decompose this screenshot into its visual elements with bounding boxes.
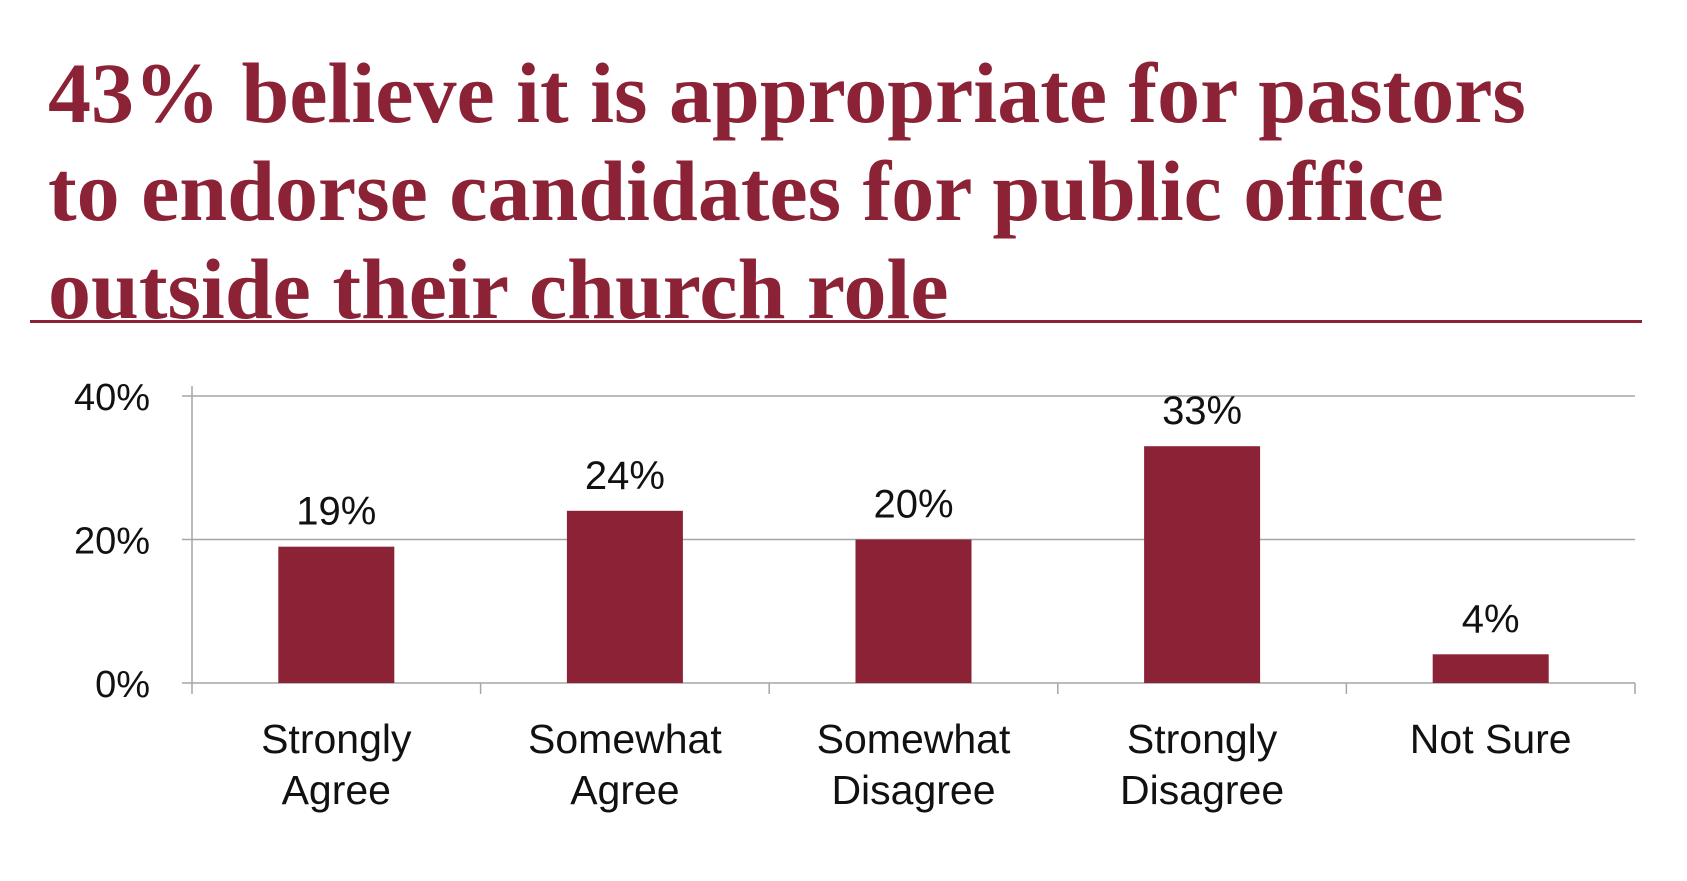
- bar: [1432, 654, 1549, 683]
- y-tick-label: 0%: [95, 664, 150, 706]
- bar: [566, 510, 683, 683]
- data-label: 4%: [1462, 597, 1520, 641]
- x-category-label: Somewhat: [817, 716, 1011, 762]
- y-tick-label: 40%: [74, 377, 150, 419]
- title-line-2: to endorse candidates for public office: [48, 143, 1444, 239]
- x-category-label: Somewhat: [528, 716, 722, 762]
- bar: [278, 546, 395, 683]
- x-category-label: Disagree: [1120, 767, 1284, 813]
- chart-title: 43% believe it is appropriate for pastor…: [48, 44, 1658, 338]
- x-category-label: Disagree: [831, 767, 995, 813]
- x-category-label: Not Sure: [1410, 716, 1572, 762]
- x-category-label: Strongly: [1127, 716, 1278, 762]
- data-label: 20%: [873, 483, 953, 527]
- title-line-1: 43% believe it is appropriate for pastor…: [48, 45, 1526, 141]
- x-category-label: Agree: [282, 767, 391, 813]
- data-label: 33%: [1162, 389, 1242, 433]
- bar: [1144, 446, 1261, 683]
- y-tick-label: 20%: [74, 521, 150, 563]
- data-label: 19%: [296, 490, 376, 534]
- title-divider: [30, 320, 1642, 323]
- x-category-label: Agree: [570, 767, 679, 813]
- x-category-label: Strongly: [261, 716, 412, 762]
- data-label: 24%: [585, 454, 665, 498]
- bar: [855, 539, 972, 683]
